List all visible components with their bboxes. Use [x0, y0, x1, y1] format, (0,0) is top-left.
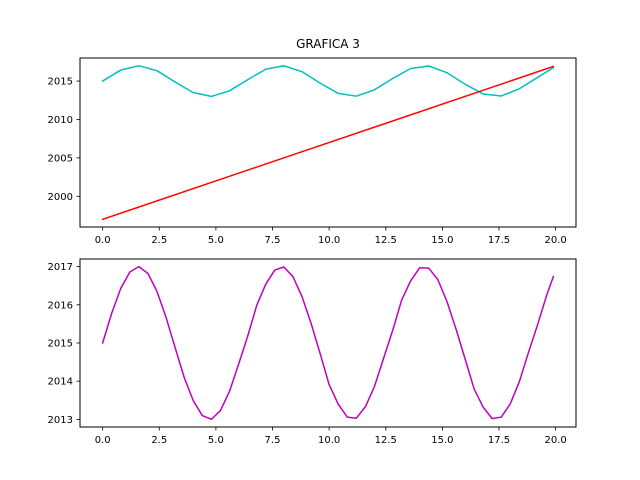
top-subplot-series [101, 64, 555, 221]
top-subplot-x-tick-label: 12.5 [375, 235, 397, 246]
top-subplot-y-tick-label: 2015 [48, 77, 73, 88]
top-subplot-x-tick-label: 15.0 [431, 235, 453, 246]
bottom-subplot-y-tick-label: 2016 [48, 300, 73, 311]
bottom-subplot-series [101, 265, 555, 421]
top-subplot-x-tick-label: 17.5 [488, 235, 510, 246]
top-subplot-x-tick-label: 10.0 [318, 235, 340, 246]
bottom-subplot: 0.0 2.5 5.0 7.5 10.0 12.5 15.0 17.5 20.0 2013201… [48, 258, 577, 446]
bottom-subplot-x-tick-label: 15.0 [431, 435, 453, 446]
bottom-subplot-y-axis: 2013 2014 2015 2016 2017 [48, 262, 80, 426]
bottom-subplot-y-tick-label: 2015 [48, 339, 73, 350]
top-subplot: GRAFICA 3 0.0 2.5 5.0 7.5 10.0 12.5 15.0 17.5 20… [48, 37, 577, 246]
top-subplot-x-axis: 0.0 2.5 5.0 7.5 10.0 12.5 15.0 17.5 20.0 [95, 227, 567, 246]
bottom-subplot-y-tick-label: 2017 [48, 262, 73, 273]
bottom-subplot-x-tick-label: 20.0 [544, 435, 566, 446]
bottom-subplot-x-tick-label: 0.0 [95, 435, 111, 446]
bottom-subplot-x-axis: 0.0 2.5 5.0 7.5 10.0 12.5 15.0 17.5 20.0 [95, 427, 567, 446]
top-subplot-y-tick-label: 2005 [48, 153, 73, 164]
bottom-subplot-x-tick-label: 12.5 [375, 435, 397, 446]
top-subplot-series-line-1 [101, 65, 555, 221]
bottom-subplot-series-line-0 [101, 265, 555, 421]
bottom-subplot-x-tick-label: 7.5 [265, 435, 281, 446]
top-subplot-x-tick-label: 0.0 [95, 235, 111, 246]
top-subplot-x-tick-label: 5.0 [208, 235, 224, 246]
top-subplot-title: GRAFICA 3 [296, 37, 360, 51]
bottom-subplot-x-tick-label: 2.5 [151, 435, 167, 446]
top-subplot-y-tick-label: 2000 [48, 192, 73, 203]
top-subplot-y-tick-label: 2010 [48, 115, 73, 126]
top-subplot-y-axis: 2000 2005 2010 2015 [48, 77, 80, 203]
top-subplot-x-tick-label: 20.0 [544, 235, 566, 246]
top-subplot-frame [79, 57, 577, 228]
top-subplot-series-line-0 [101, 64, 555, 98]
bottom-subplot-y-tick-label: 2013 [48, 415, 73, 426]
bottom-subplot-x-tick-label: 10.0 [318, 435, 340, 446]
top-subplot-x-tick-label: 7.5 [265, 235, 281, 246]
bottom-subplot-y-tick-label: 2014 [48, 377, 73, 388]
top-subplot-x-tick-label: 2.5 [151, 235, 167, 246]
bottom-subplot-x-tick-label: 5.0 [208, 435, 224, 446]
bottom-subplot-x-tick-label: 17.5 [488, 435, 510, 446]
